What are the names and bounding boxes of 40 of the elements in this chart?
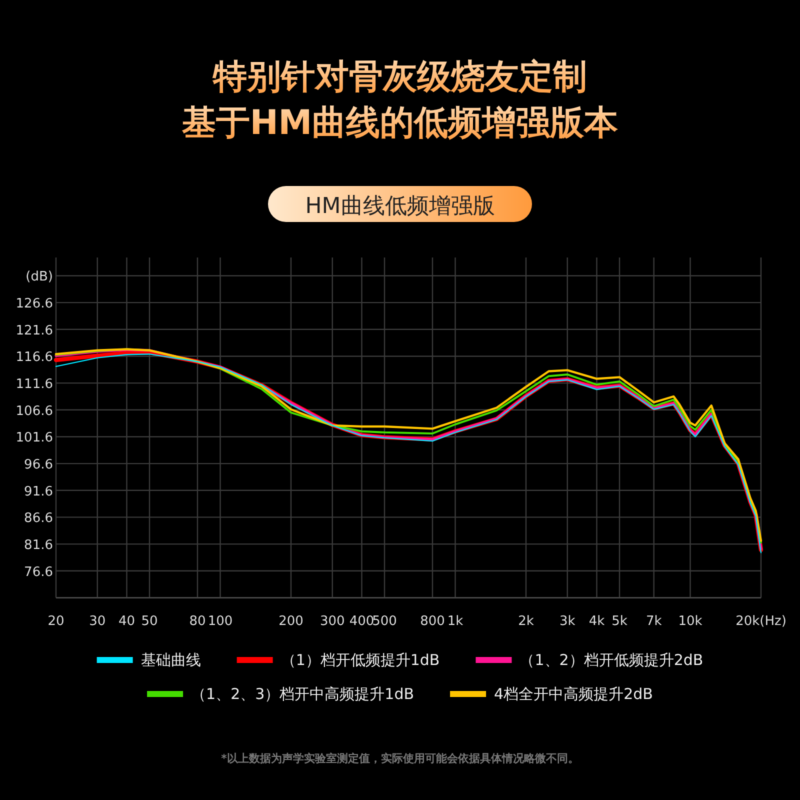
ytick: 76.6 [24, 564, 53, 580]
xtick: 30 [89, 614, 106, 629]
title: 特别针对骨灰级烧友定制 [213, 57, 587, 97]
ytick: 111.6 [16, 377, 53, 392]
annotation: *以上数据为声学实验室测定值，实际使用可能会依据具体情况略微不同。 [221, 752, 579, 765]
subtitle: 基于HM曲线的低频增强版本 [182, 103, 618, 143]
legend-label: （1、2）档开低频提升2dB [520, 651, 704, 669]
ytick: 91.6 [24, 484, 53, 500]
xtick: 20 [48, 614, 64, 629]
legend-label: （1、2、3）档开中高频提升1dB [191, 685, 414, 703]
ytick: 101.6 [16, 430, 53, 446]
xtick: 100 [208, 614, 233, 629]
xtick: 200 [278, 614, 304, 629]
xtick: 500 [372, 614, 397, 629]
xtick: 5k [612, 614, 628, 629]
ytick: 81.6 [24, 538, 53, 554]
xtick: 40 [118, 614, 136, 629]
ytick: 86.6 [24, 511, 53, 526]
xtick: 800 [420, 614, 445, 629]
xtick: 300 [320, 614, 345, 629]
xtick: 4k [588, 614, 605, 629]
xtick: 2k [518, 614, 534, 629]
ytick: (dB) [26, 270, 53, 285]
xtick: 400 [349, 614, 374, 629]
ytick: 116.6 [16, 350, 53, 366]
xtick: 1k [447, 614, 464, 629]
legend-label: （1）档开低频提升1dB [280, 651, 440, 669]
xtick: 7k [646, 614, 662, 629]
xtick: 50 [141, 614, 158, 629]
ytick: 126.6 [16, 296, 53, 312]
xtick: 80 [189, 614, 206, 629]
xtick: 10k [678, 614, 702, 629]
annotation: HM曲线低频增强版 [305, 194, 495, 219]
ytick: 106.6 [16, 404, 53, 419]
ytick: 96.6 [24, 458, 53, 473]
xtick: 20k(Hz) [736, 614, 786, 629]
xtick: 3k [559, 614, 576, 629]
legend-label: 基础曲线 [140, 651, 201, 669]
legend-label: 4档全开中高频提升2dB [494, 685, 653, 703]
ytick: 121.6 [16, 323, 53, 338]
